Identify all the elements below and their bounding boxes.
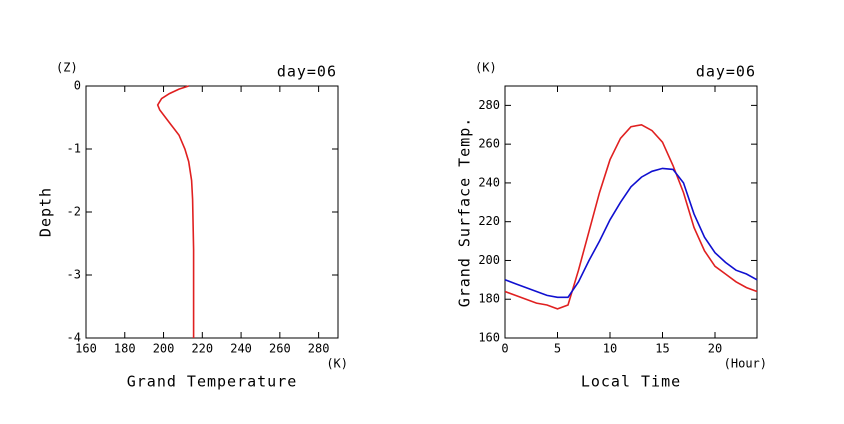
data-line bbox=[504, 167, 758, 299]
y-tick-label: 260 bbox=[478, 137, 500, 151]
plot-frame bbox=[85, 85, 339, 339]
x-tick-label: 180 bbox=[114, 342, 136, 356]
y-tick-label: 280 bbox=[478, 98, 500, 112]
y-tick-label: -3 bbox=[67, 268, 81, 282]
x-unit: (Hour) bbox=[724, 357, 767, 371]
chart-title: day=06 bbox=[696, 63, 756, 81]
y-tick-label: 180 bbox=[478, 292, 500, 306]
y-tick-label: -4 bbox=[67, 331, 81, 345]
y-tick-label: 240 bbox=[478, 175, 500, 189]
y-axis-label: Grand Surface Temp. bbox=[456, 117, 474, 308]
x-tick-label: 5 bbox=[554, 342, 561, 356]
x-tick-label: 10 bbox=[603, 342, 617, 356]
x-tick-label: 20 bbox=[708, 342, 722, 356]
y-tick-label: -2 bbox=[67, 205, 81, 219]
y-axis-label: Depth bbox=[37, 187, 55, 237]
y-tick-label: -1 bbox=[67, 142, 81, 156]
corner-label: (Z) bbox=[56, 61, 78, 75]
x-tick-label: 240 bbox=[230, 342, 252, 356]
x-tick-label: 15 bbox=[655, 342, 669, 356]
data-line bbox=[156, 85, 195, 338]
corner-label: (K) bbox=[475, 61, 497, 75]
chart-title: day=06 bbox=[277, 63, 337, 81]
x-tick-label: 220 bbox=[191, 342, 213, 356]
y-tick-label: 220 bbox=[478, 214, 500, 228]
x-tick-label: 160 bbox=[75, 342, 97, 356]
y-tick-label: 160 bbox=[478, 331, 500, 345]
y-tick-label: 0 bbox=[74, 79, 81, 93]
y-tick-label: 200 bbox=[478, 253, 500, 267]
x-tick-label: 0 bbox=[501, 342, 508, 356]
x-tick-label: 200 bbox=[153, 342, 175, 356]
x-axis-label: Grand Temperature bbox=[127, 373, 298, 391]
data-line bbox=[504, 123, 758, 310]
plot-frame bbox=[504, 85, 758, 339]
x-tick-label: 260 bbox=[269, 342, 291, 356]
x-tick-label: 280 bbox=[308, 342, 330, 356]
x-unit: (K) bbox=[326, 357, 348, 371]
x-axis-label: Local Time bbox=[581, 373, 681, 391]
